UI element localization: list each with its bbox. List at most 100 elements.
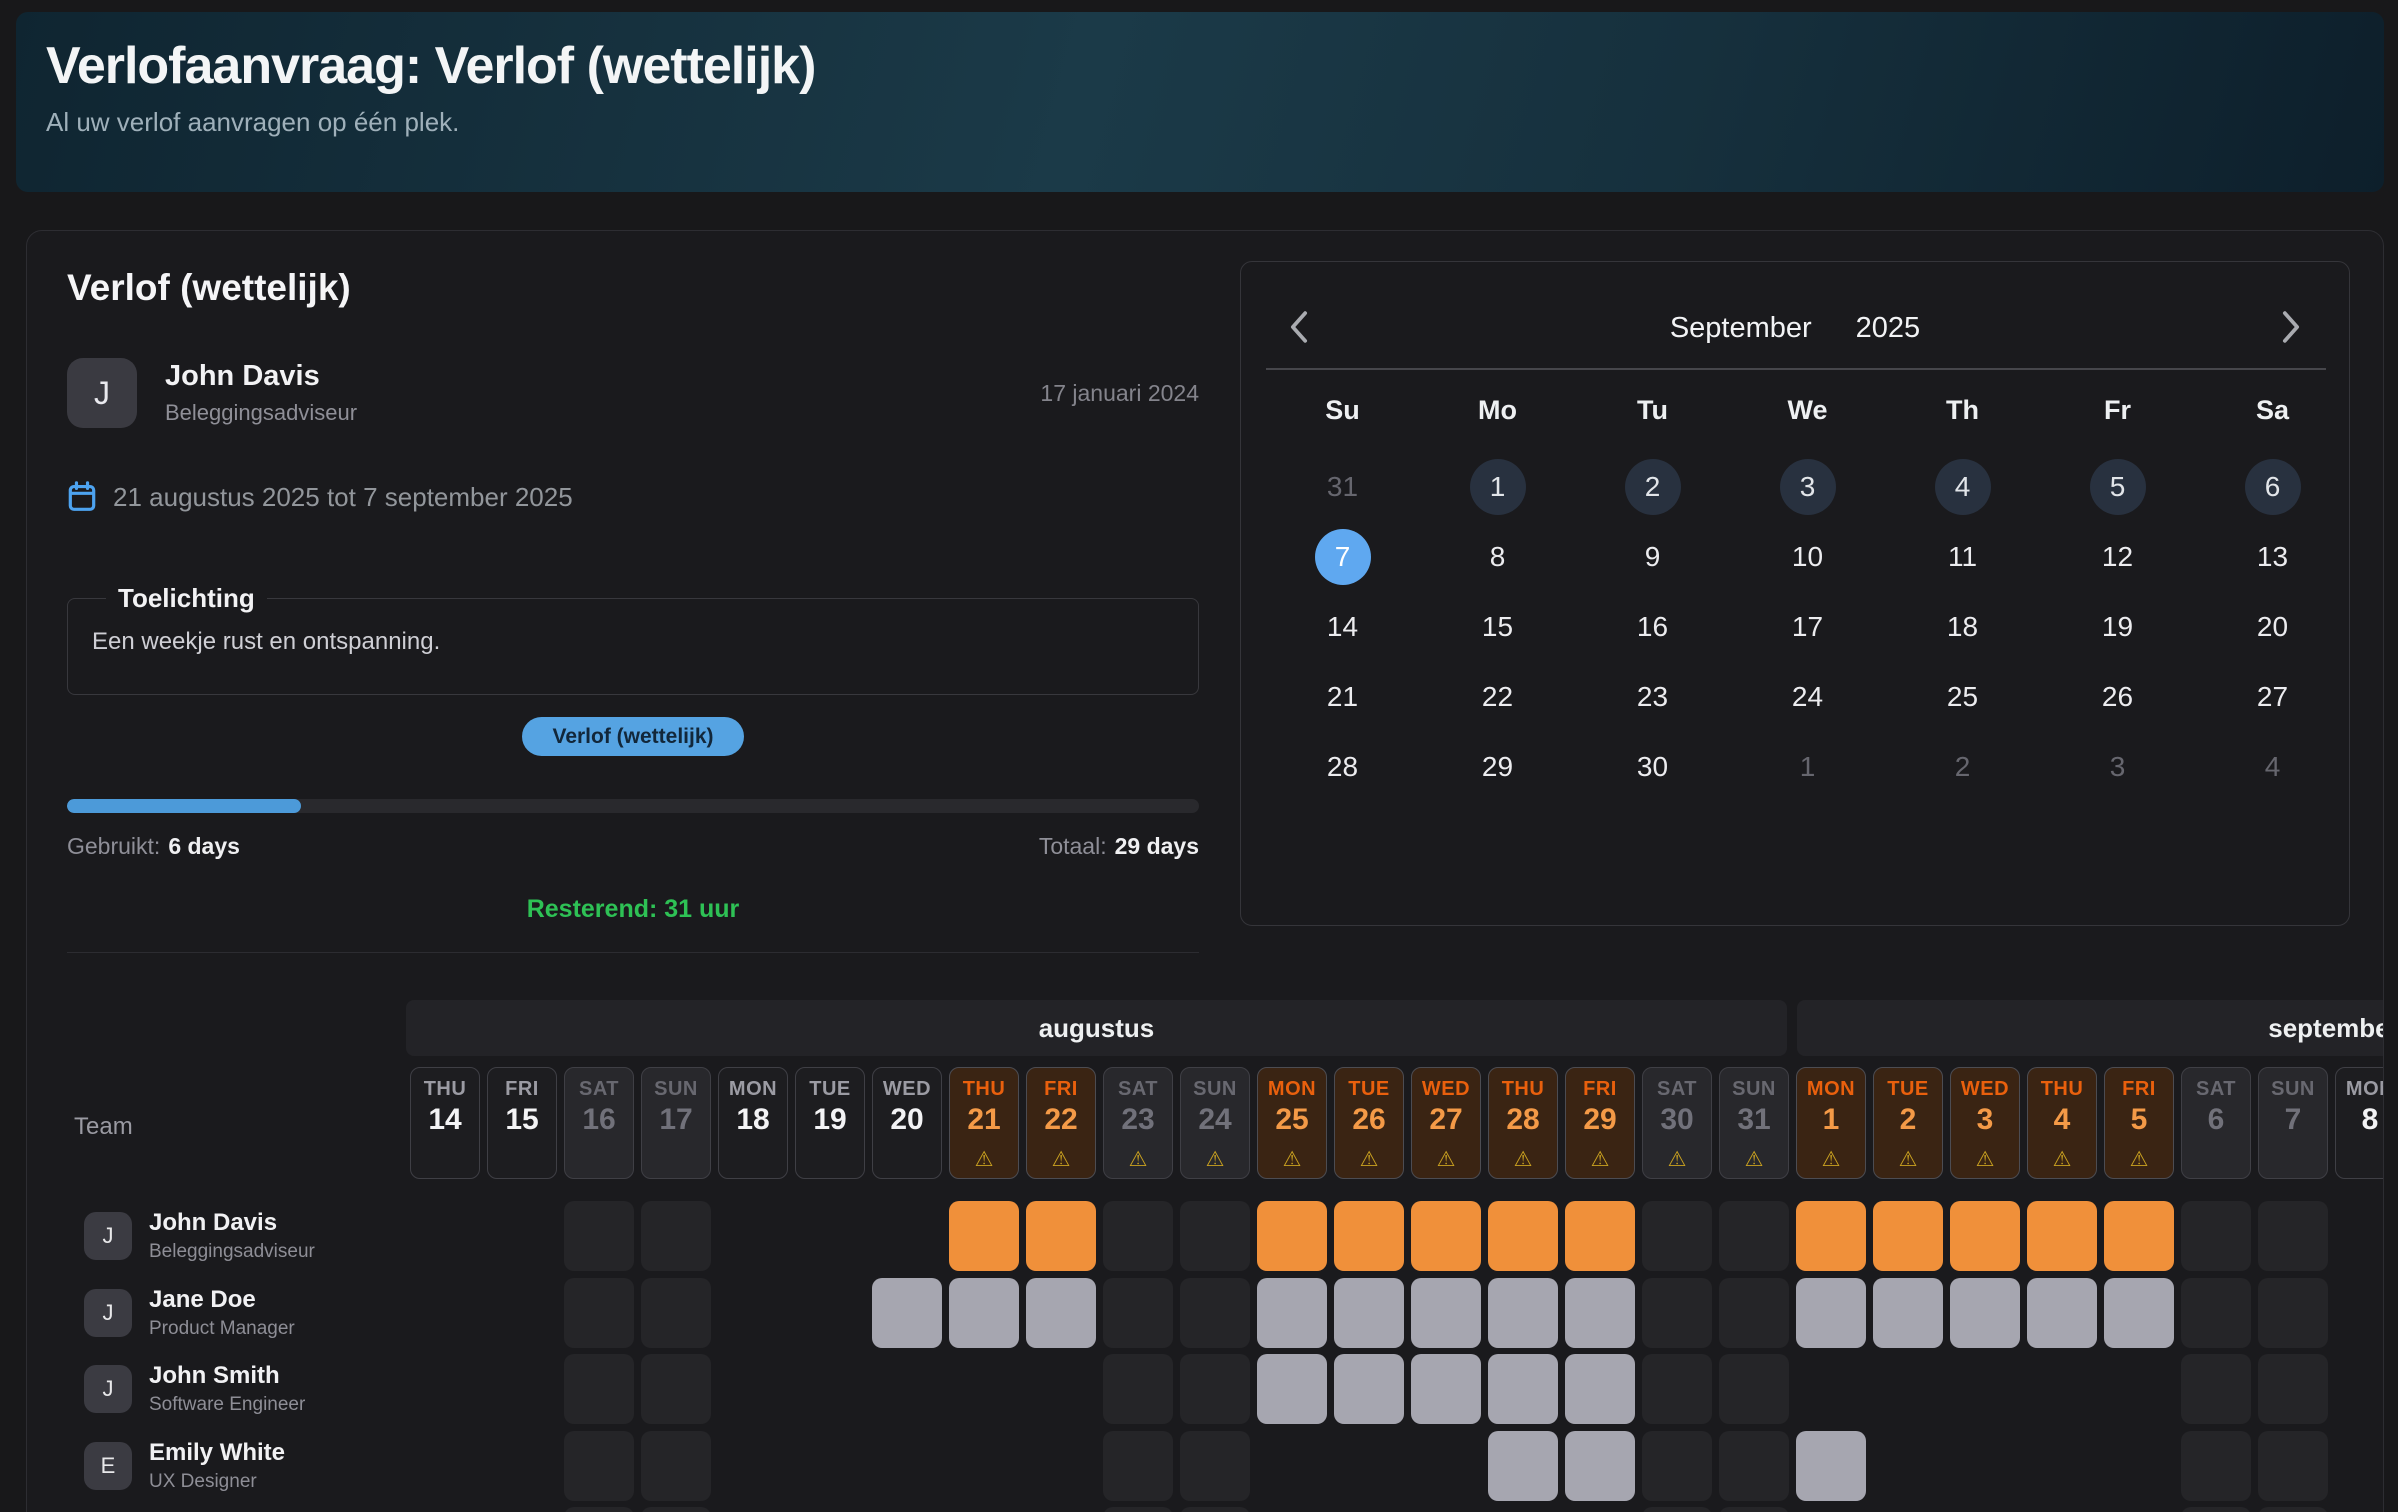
calendar-day[interactable]: 31: [1265, 452, 1420, 522]
calendar-day[interactable]: 12: [2040, 522, 2195, 592]
calendar-day[interactable]: 23: [1575, 662, 1730, 732]
calendar-weekday-label: Th: [1946, 394, 1979, 425]
day-number: 1: [1822, 1103, 1840, 1136]
calendar-day-number: 7: [1314, 529, 1371, 585]
calendar-day[interactable]: 20: [2195, 592, 2350, 662]
calendar-day[interactable]: 13: [2195, 522, 2350, 592]
calendar-day-number: 18: [1946, 611, 1979, 642]
leave-cell: [1411, 1354, 1481, 1424]
calendar-day[interactable]: 28: [1265, 732, 1420, 802]
warning-icon: ⚠: [1744, 1148, 1764, 1171]
page-subtitle: Al uw verlof aanvragen op één plek.: [46, 107, 460, 138]
leave-cell: [2104, 1201, 2174, 1271]
day-number: 29: [1583, 1103, 1617, 1136]
calendar-day[interactable]: 6: [2195, 452, 2350, 522]
team-row-label: J John Smith Software Engineer: [84, 1354, 305, 1424]
month-band: augustus: [406, 1000, 1787, 1056]
day-number: 31: [1737, 1103, 1771, 1136]
day-number: 4: [2053, 1103, 2071, 1136]
leave-cell: [1796, 1277, 1866, 1348]
calendar-day[interactable]: 14: [1265, 592, 1420, 662]
day-of-week-label: WED: [882, 1078, 932, 1100]
calendar-weekday-label: Mo: [1478, 394, 1517, 425]
calendar-day[interactable]: 10: [1730, 522, 1885, 592]
calendar-month-select[interactable]: September: [1669, 312, 1812, 344]
calendar-day[interactable]: 4: [1885, 452, 2040, 522]
timeline-day-header: FRI 5 ⚠: [2104, 1067, 2174, 1179]
calendar-day[interactable]: 2: [1575, 452, 1730, 522]
warning-icon: ⚠: [974, 1148, 994, 1171]
calendar-day[interactable]: 26: [2040, 662, 2195, 732]
weekend-cell: [2258, 1201, 2328, 1271]
usage-progress-fill: [67, 799, 302, 813]
weekend-cell: [641, 1507, 711, 1512]
calendar-day-number: 5: [2089, 459, 2146, 515]
calendar-next-button[interactable]: [2269, 306, 2313, 350]
calendar-day[interactable]: 9: [1575, 522, 1730, 592]
timeline-day-header: TUE 26 ⚠: [1334, 1067, 1404, 1179]
warning-icon: ⚠: [1898, 1148, 1918, 1171]
leave-cell: [1488, 1354, 1558, 1424]
weekend-cell: [1180, 1430, 1250, 1501]
team-row-label: J John Davis Beleggingsadviseur: [84, 1201, 315, 1271]
day-number: 30: [1660, 1103, 1694, 1136]
warning-icon: ⚠: [1436, 1148, 1456, 1171]
calendar-day[interactable]: 2: [1885, 732, 2040, 802]
weekend-cell: [1103, 1354, 1173, 1424]
day-of-week-label: FRI: [2122, 1078, 2156, 1100]
calendar-day[interactable]: 3: [1730, 452, 1885, 522]
calendar-day[interactable]: 8: [1420, 522, 1575, 592]
calendar-day[interactable]: 7: [1265, 522, 1420, 592]
calendar-day[interactable]: 24: [1730, 662, 1885, 732]
member-name: Jane Doe: [149, 1285, 256, 1313]
calendar-day[interactable]: 11: [1885, 522, 2040, 592]
timeline-day-header: MON 8: [2335, 1067, 2383, 1179]
calendar-day[interactable]: 17: [1730, 592, 1885, 662]
calendar-day[interactable]: 29: [1420, 732, 1575, 802]
calendar-day-number: 24: [1791, 681, 1824, 712]
weekend-cell: [564, 1201, 634, 1271]
leave-cell: [1488, 1430, 1558, 1501]
calendar-day[interactable]: 25: [1885, 662, 2040, 732]
calendar-day[interactable]: 30: [1575, 732, 1730, 802]
calendar-day[interactable]: 27: [2195, 662, 2350, 732]
calendar-day-number: 21: [1326, 681, 1359, 712]
day-number: 23: [1121, 1103, 1155, 1136]
calendar-day[interactable]: 21: [1265, 662, 1420, 732]
calendar-year-select[interactable]: 2025: [1855, 312, 1921, 344]
calendar-day[interactable]: 4: [2195, 732, 2350, 802]
chevron-left-icon: [1286, 310, 1312, 347]
calendar-day[interactable]: 5: [2040, 452, 2195, 522]
day-number: 20: [890, 1103, 924, 1136]
calendar-day[interactable]: 3: [2040, 732, 2195, 802]
note-text: Een weekje rust en ontspanning.: [92, 628, 441, 655]
calendar-day[interactable]: 15: [1420, 592, 1575, 662]
calendar-day-number: 6: [2244, 459, 2301, 515]
weekend-cell: [2181, 1507, 2251, 1512]
calendar-day[interactable]: 19: [2040, 592, 2195, 662]
calendar-day[interactable]: 1: [1420, 452, 1575, 522]
weekend-cell: [1180, 1354, 1250, 1424]
leave-cell: [1257, 1277, 1327, 1348]
calendar-day-number: 4: [1934, 459, 1991, 515]
calendar-weekday-label: Fr: [2104, 394, 2131, 425]
calendar-day[interactable]: 18: [1885, 592, 2040, 662]
calendar-day[interactable]: 1: [1730, 732, 1885, 802]
calendar-day-number: 16: [1636, 611, 1669, 642]
warning-icon: ⚠: [1051, 1148, 1071, 1171]
timeline-day-header: SAT 23 ⚠: [1103, 1067, 1173, 1179]
calendar-day[interactable]: 22: [1420, 662, 1575, 732]
weekend-cell: [1103, 1507, 1173, 1512]
note-field[interactable]: Toelichting Een weekje rust en ontspanni…: [67, 583, 1199, 695]
leave-cell: [1488, 1277, 1558, 1348]
day-of-week-label: FRI: [1044, 1078, 1078, 1100]
leave-cell: [1565, 1354, 1635, 1424]
calendar-day-number: 15: [1481, 611, 1514, 642]
calendar-day-number: 13: [2256, 541, 2289, 572]
warning-icon: ⚠: [1282, 1148, 1302, 1171]
calendar-day[interactable]: 16: [1575, 592, 1730, 662]
page-header: Verlofaanvraag: Verlof (wettelijk) Al uw…: [16, 12, 2384, 192]
calendar-day-number: 25: [1946, 681, 1979, 712]
calendar-prev-button[interactable]: [1277, 306, 1321, 350]
day-number: 24: [1198, 1103, 1232, 1136]
